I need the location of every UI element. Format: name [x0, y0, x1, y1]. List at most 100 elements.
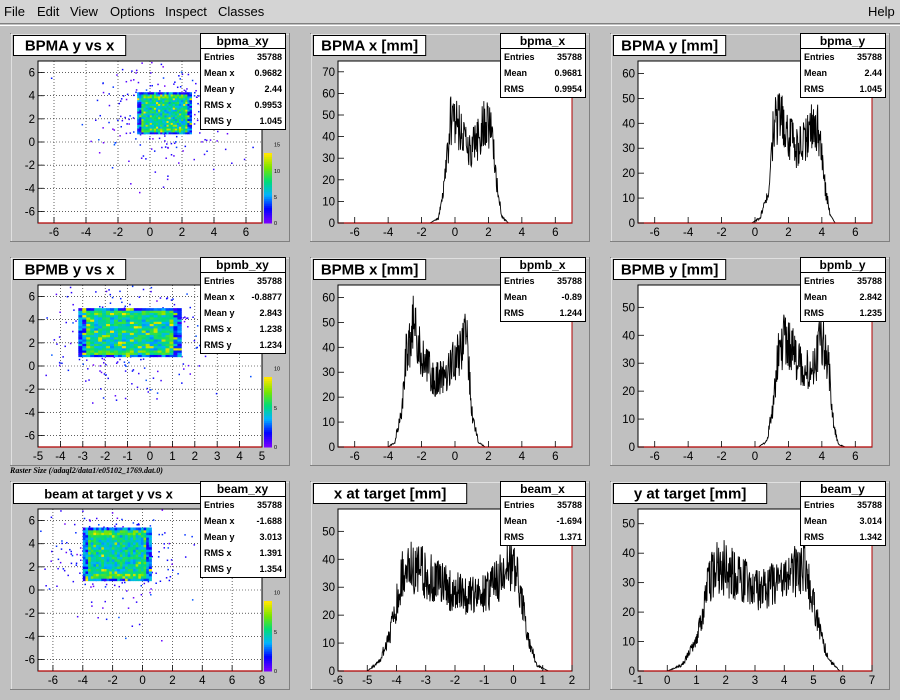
menu-inspect[interactable]: Inspect: [165, 4, 207, 19]
heatmap-cell: [88, 527, 92, 531]
heatmap-cell: [173, 350, 178, 353]
heatmap-cell: [114, 561, 118, 565]
heatmap-cell: [78, 339, 83, 342]
pad-beam-y[interactable]: -1 0 1 2 3 4 5 6 7 0 10 20 30 40 50 y at target [mm] bea…: [610, 481, 890, 690]
heatmap-cell: [148, 532, 152, 536]
heatmap-cell: [146, 539, 150, 543]
heatmap-cell: [109, 563, 113, 567]
heatmap-cell: [140, 568, 144, 572]
heatmap-point: [143, 367, 146, 369]
heatmap-cell: [117, 554, 121, 557]
stats-key: Entries: [204, 52, 235, 62]
heatmap-cell: [122, 561, 126, 565]
menu-options[interactable]: Options: [110, 4, 155, 19]
heatmap-cell: [121, 350, 127, 353]
heatmap-cell: [170, 116, 174, 120]
heatmap-cell: [166, 118, 169, 122]
menu-file[interactable]: File: [4, 4, 25, 19]
heatmap-cell: [157, 350, 162, 353]
heatmap-cell: [122, 546, 126, 550]
heatmap-cell: [145, 122, 149, 125]
heatmap-cell: [138, 539, 142, 543]
heatmap-cell: [174, 92, 178, 95]
pad-bpmb-xy[interactable]: 0 5 10 -5 -4 -3 -2 -1 0 1 2 3 4 5 -6 -4 -2 0 2 4 6 BPMB y vs …: [10, 257, 290, 466]
color-scale-cell: [264, 602, 272, 605]
heatmap-cell: [189, 132, 192, 135]
stats-key: Mean: [804, 292, 827, 302]
y-tick-label: 10: [322, 196, 335, 208]
heatmap-cell: [176, 118, 180, 122]
heatmap-cell: [172, 116, 176, 120]
heatmap-point: [195, 82, 197, 85]
heatmap-point: [98, 524, 100, 526]
heatmap-cell: [125, 534, 129, 538]
heatmap-point: [153, 150, 156, 152]
heatmap-cell: [82, 354, 87, 358]
heatmap-cell: [114, 539, 118, 543]
heatmap-point: [109, 302, 112, 304]
pad-beam-x[interactable]: -6 -5 -4 -3 -2 -1 0 1 2 0 10 20 30 40 50 x at target [m…: [310, 481, 590, 690]
heatmap-cell: [137, 334, 143, 338]
heatmap-cell: [129, 325, 135, 329]
color-scale-label: 10: [274, 169, 280, 175]
heatmap-point: [100, 371, 103, 374]
menu-edit[interactable]: Edit: [37, 4, 60, 19]
heatmap-cell: [106, 573, 110, 577]
pad-bpmb-y[interactable]: -6 -4 -2 0 2 4 6 0 10 20 30 40 50 BPMB y [mm] bpmb_y En…: [610, 257, 890, 466]
heatmap-cell: [181, 109, 184, 112]
heatmap-cell: [138, 527, 142, 531]
x-tick-label: -4: [683, 451, 694, 463]
heatmap-cell: [127, 563, 131, 567]
heatmap-cell: [98, 347, 103, 351]
heatmap-cell: [149, 354, 155, 358]
y-tick-label: 4: [29, 539, 36, 551]
heatmap-cell: [177, 347, 182, 351]
color-scale-cell: [264, 188, 272, 191]
heatmap-cell: [158, 126, 161, 129]
heatmap-point: [149, 525, 152, 527]
heatmap-point: [185, 90, 187, 92]
heatmap-point: [120, 125, 122, 128]
heatmap-point: [111, 512, 114, 514]
heatmap-cell: [168, 99, 172, 103]
heatmap-point: [216, 140, 218, 142]
heatmap-cell: [125, 339, 131, 342]
heatmap-cell: [173, 325, 178, 329]
x-tick-label: 8: [259, 675, 265, 687]
heatmap-cell: [90, 321, 95, 325]
menu-help[interactable]: Help: [868, 4, 895, 19]
heatmap-cell: [127, 566, 131, 570]
heatmap-cell: [151, 132, 155, 135]
color-scale-cell: [264, 179, 272, 182]
heatmap-cell: [147, 120, 151, 123]
pad-bpma-y[interactable]: -6 -4 -2 0 2 4 6 0 10 20 30 40 50 60 BPMA y [mm] bpma_y…: [610, 33, 890, 242]
heatmap-cell: [94, 350, 99, 353]
menu-view[interactable]: View: [70, 4, 98, 19]
heatmap-cell: [111, 571, 115, 574]
heatmap-cell: [143, 122, 146, 125]
heatmap-cell: [181, 124, 184, 127]
heatmap-point: [71, 554, 74, 557]
heatmap-point: [66, 541, 68, 544]
heatmap-cell: [127, 554, 131, 557]
heatmap-cell: [149, 345, 155, 349]
heatmap-cell: [157, 308, 162, 311]
y-tick-label: -4: [25, 631, 36, 643]
heatmap-cell: [132, 546, 137, 550]
heatmap-cell: [85, 575, 89, 579]
heatmap-point: [186, 317, 189, 319]
menu-classes[interactable]: Classes: [218, 4, 265, 19]
heatmap-cell: [157, 319, 162, 322]
heatmap-cell: [127, 571, 131, 574]
heatmap-cell: [185, 113, 188, 116]
heatmap-point: [121, 582, 124, 584]
heatmap-cell: [185, 99, 188, 103]
heatmap-cell: [98, 341, 103, 344]
heatmap-point: [167, 568, 169, 571]
pad-bpma-xy[interactable]: 0 5 10 15 -6 -4 -2 0 2 4 6 -6 -4 -2 0 2 4 6 BPMA y vs x bpm…: [10, 33, 290, 242]
heatmap-cell: [135, 542, 139, 545]
pad-beam-xy[interactable]: 0 5 10 -6 -4 -2 0 2 4 6 8 -6 -4 -2 0 2 4 6 beam at target …: [10, 481, 290, 690]
pad-bpma-x[interactable]: -6 -4 -2 0 2 4 6 0 10 20 30 40 50 60 70 BPMA x [mm] bpma…: [310, 33, 590, 242]
heatmap-point: [125, 637, 127, 640]
pad-bpmb-x[interactable]: -6 -4 -2 0 2 4 6 0 10 20 30 40 50 60 BPMB x [mm] bpmb_x…: [310, 257, 590, 466]
